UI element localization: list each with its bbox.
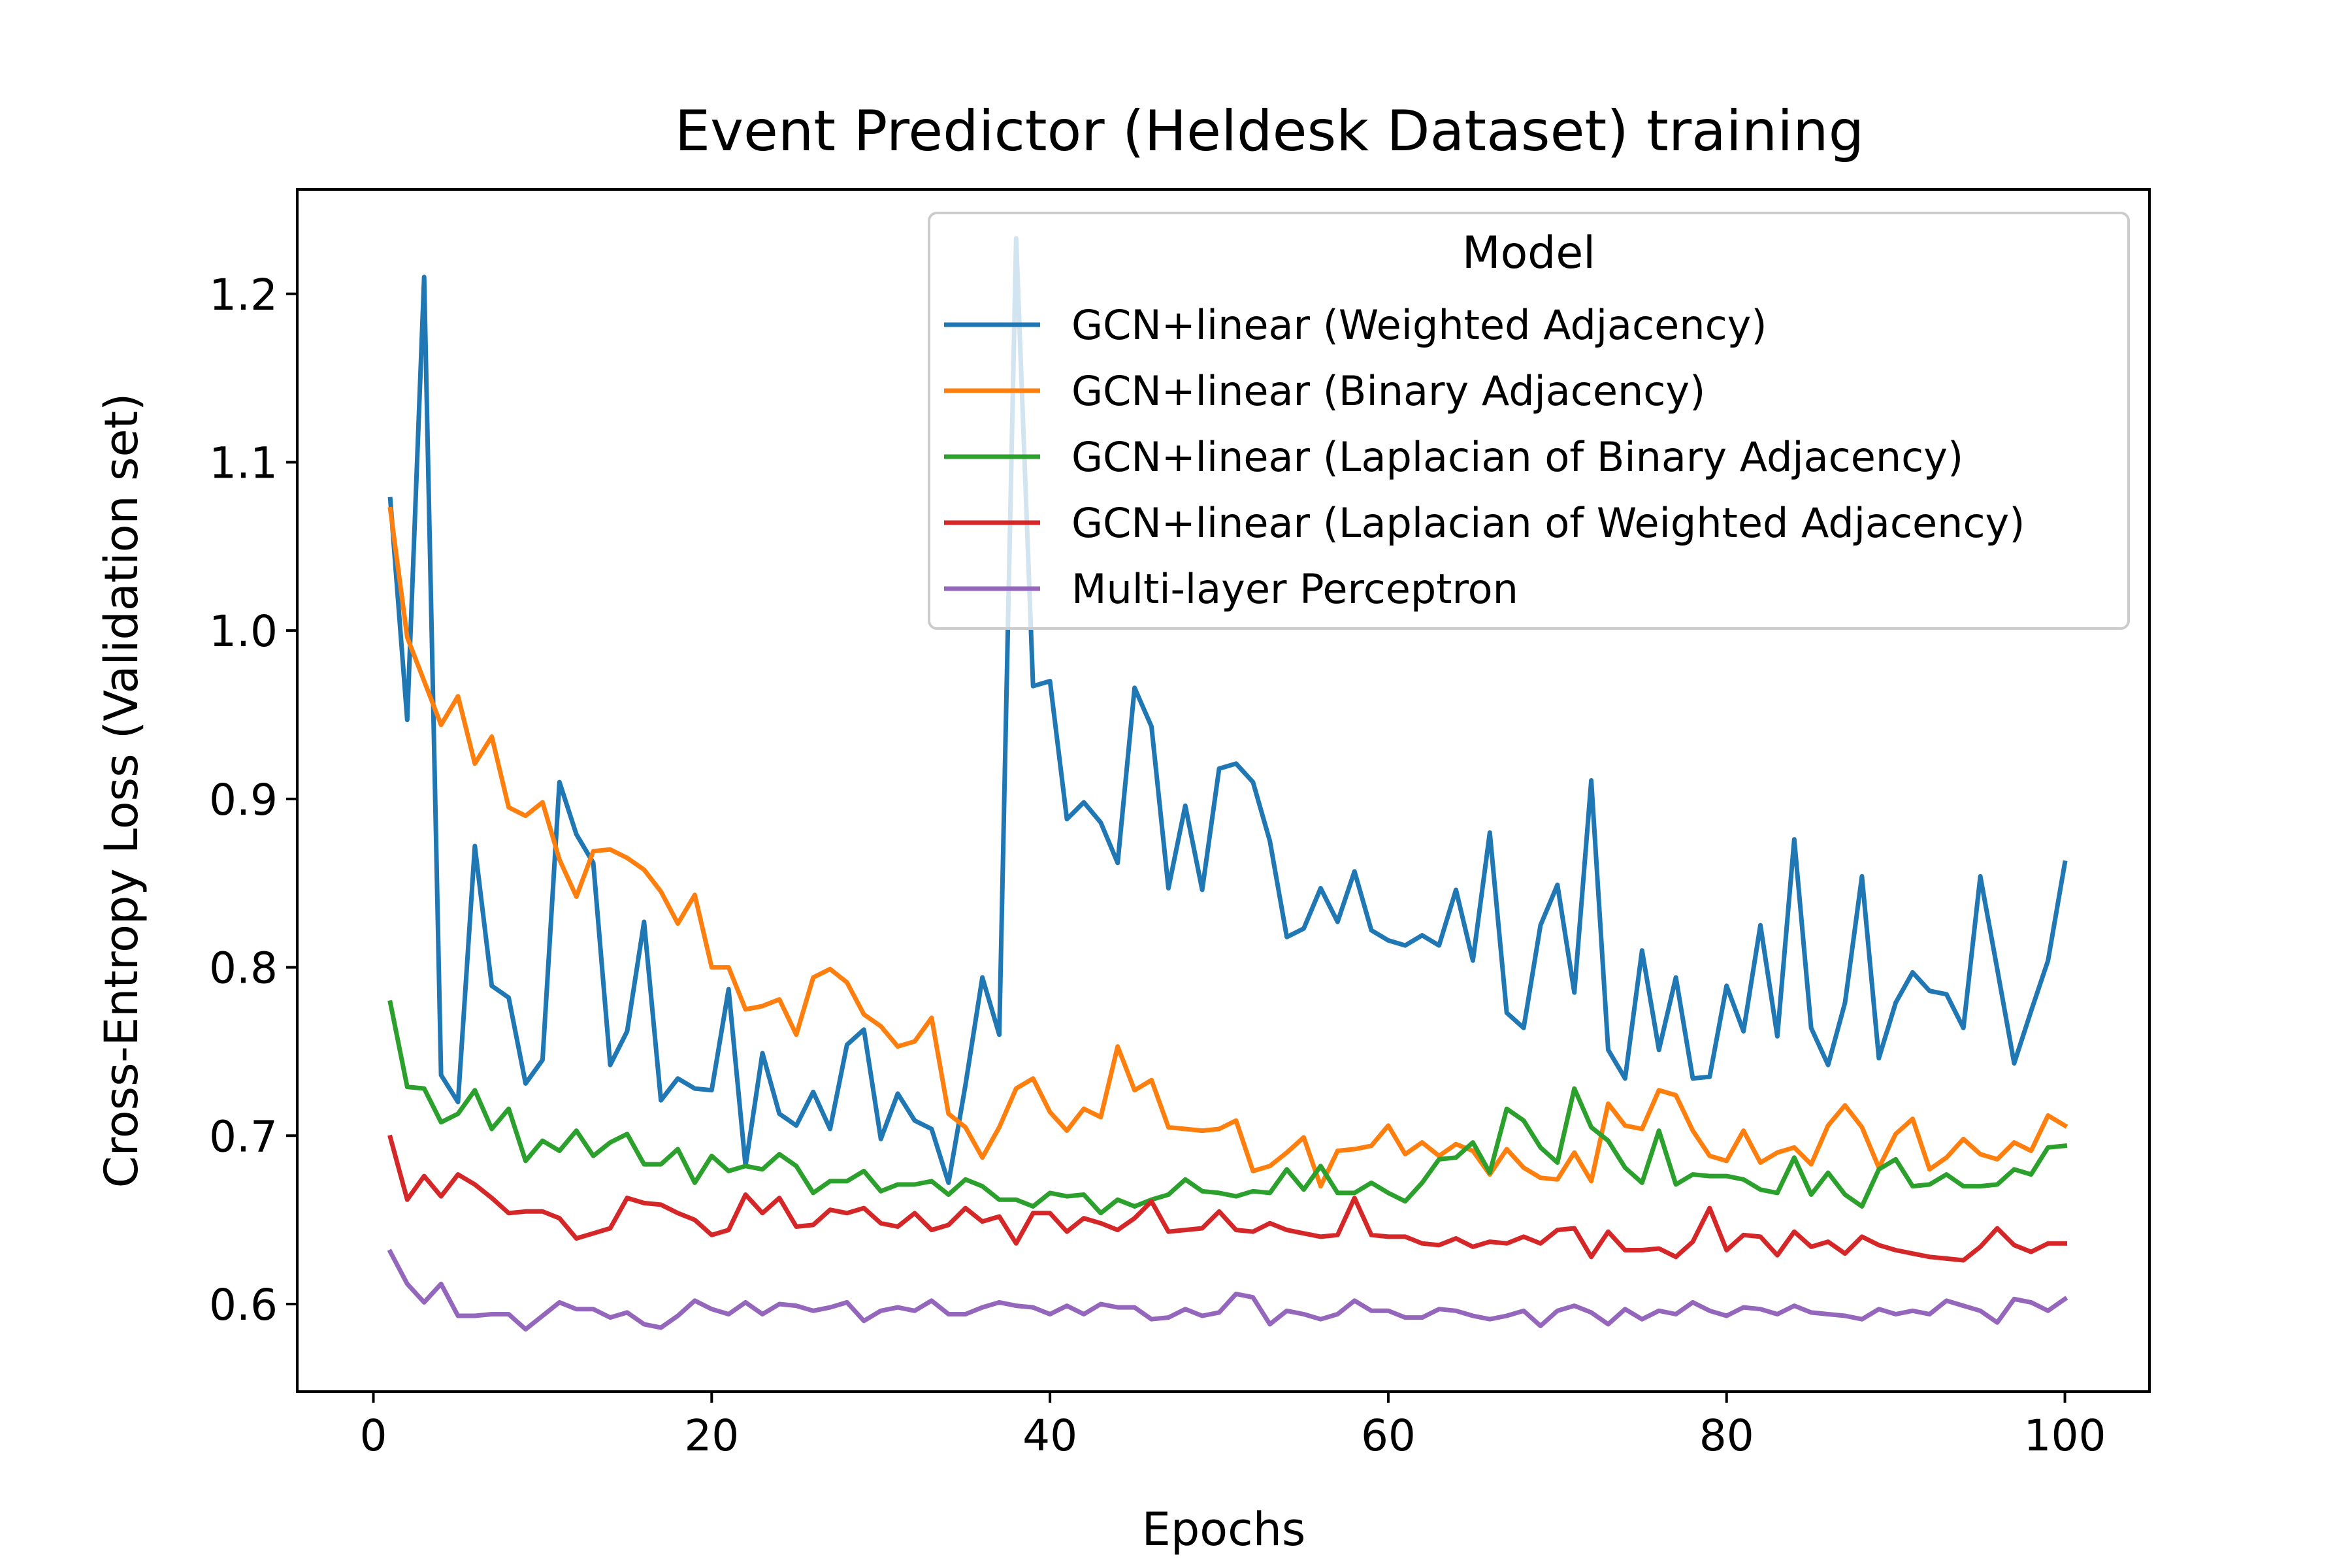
y-tick-label: 0.8	[209, 943, 278, 994]
x-tick-label: 100	[2024, 1411, 2106, 1461]
y-tick-label: 0.9	[209, 775, 278, 825]
legend-title: Model	[1462, 227, 1595, 279]
legend-label-5: Multi-layer Perceptron	[1071, 565, 1518, 613]
y-tick-label: 1.2	[209, 270, 278, 320]
series-group	[387, 236, 2068, 1332]
legend-label-2: GCN+linear (Binary Adjacency)	[1071, 367, 1705, 415]
series-line-2	[387, 506, 2068, 1189]
y-tick-label: 0.6	[209, 1280, 278, 1330]
chart-title: Event Predictor (Heldesk Dataset) traini…	[675, 99, 1865, 164]
x-tick-label: 40	[1022, 1411, 1077, 1461]
x-tick-label: 0	[360, 1411, 387, 1461]
legend-items: GCN+linear (Weighted Adjacency) GCN+linea…	[944, 301, 2025, 613]
x-tick-label: 60	[1361, 1411, 1416, 1461]
y-tick-label: 1.0	[209, 606, 278, 657]
legend-label-3: GCN+linear (Laplacian of Binary Adjacenc…	[1071, 433, 1963, 481]
series-line-3	[387, 1000, 2068, 1216]
legend-label-1: GCN+linear (Weighted Adjacency)	[1071, 301, 1767, 349]
x-axis-label: Epochs	[1142, 1503, 1306, 1556]
series-line-5	[387, 1249, 2068, 1332]
series-line-4	[387, 1134, 2067, 1263]
legend-box	[928, 212, 2130, 630]
legend: Model GCN+linear (Weighted Adjacency)GCN…	[928, 212, 2130, 630]
x-axis: 0 20 40 60 80 100	[360, 1392, 2106, 1461]
x-tick-label: 80	[1699, 1411, 1754, 1461]
legend-label-4: GCN+linear (Laplacian of Weighted Adjace…	[1071, 499, 2025, 547]
y-tick-label: 1.1	[209, 438, 278, 488]
plot-frame	[296, 188, 2151, 1393]
series-line-1	[387, 236, 2068, 1185]
y-axis: 0.6 0.7 0.8 0.9 1.0 1.1 1.2	[209, 270, 297, 1330]
y-axis-label: Cross-Entropy Loss (Validation set)	[95, 393, 148, 1188]
y-tick-label: 0.7	[209, 1111, 278, 1162]
x-tick-label: 20	[684, 1411, 739, 1461]
